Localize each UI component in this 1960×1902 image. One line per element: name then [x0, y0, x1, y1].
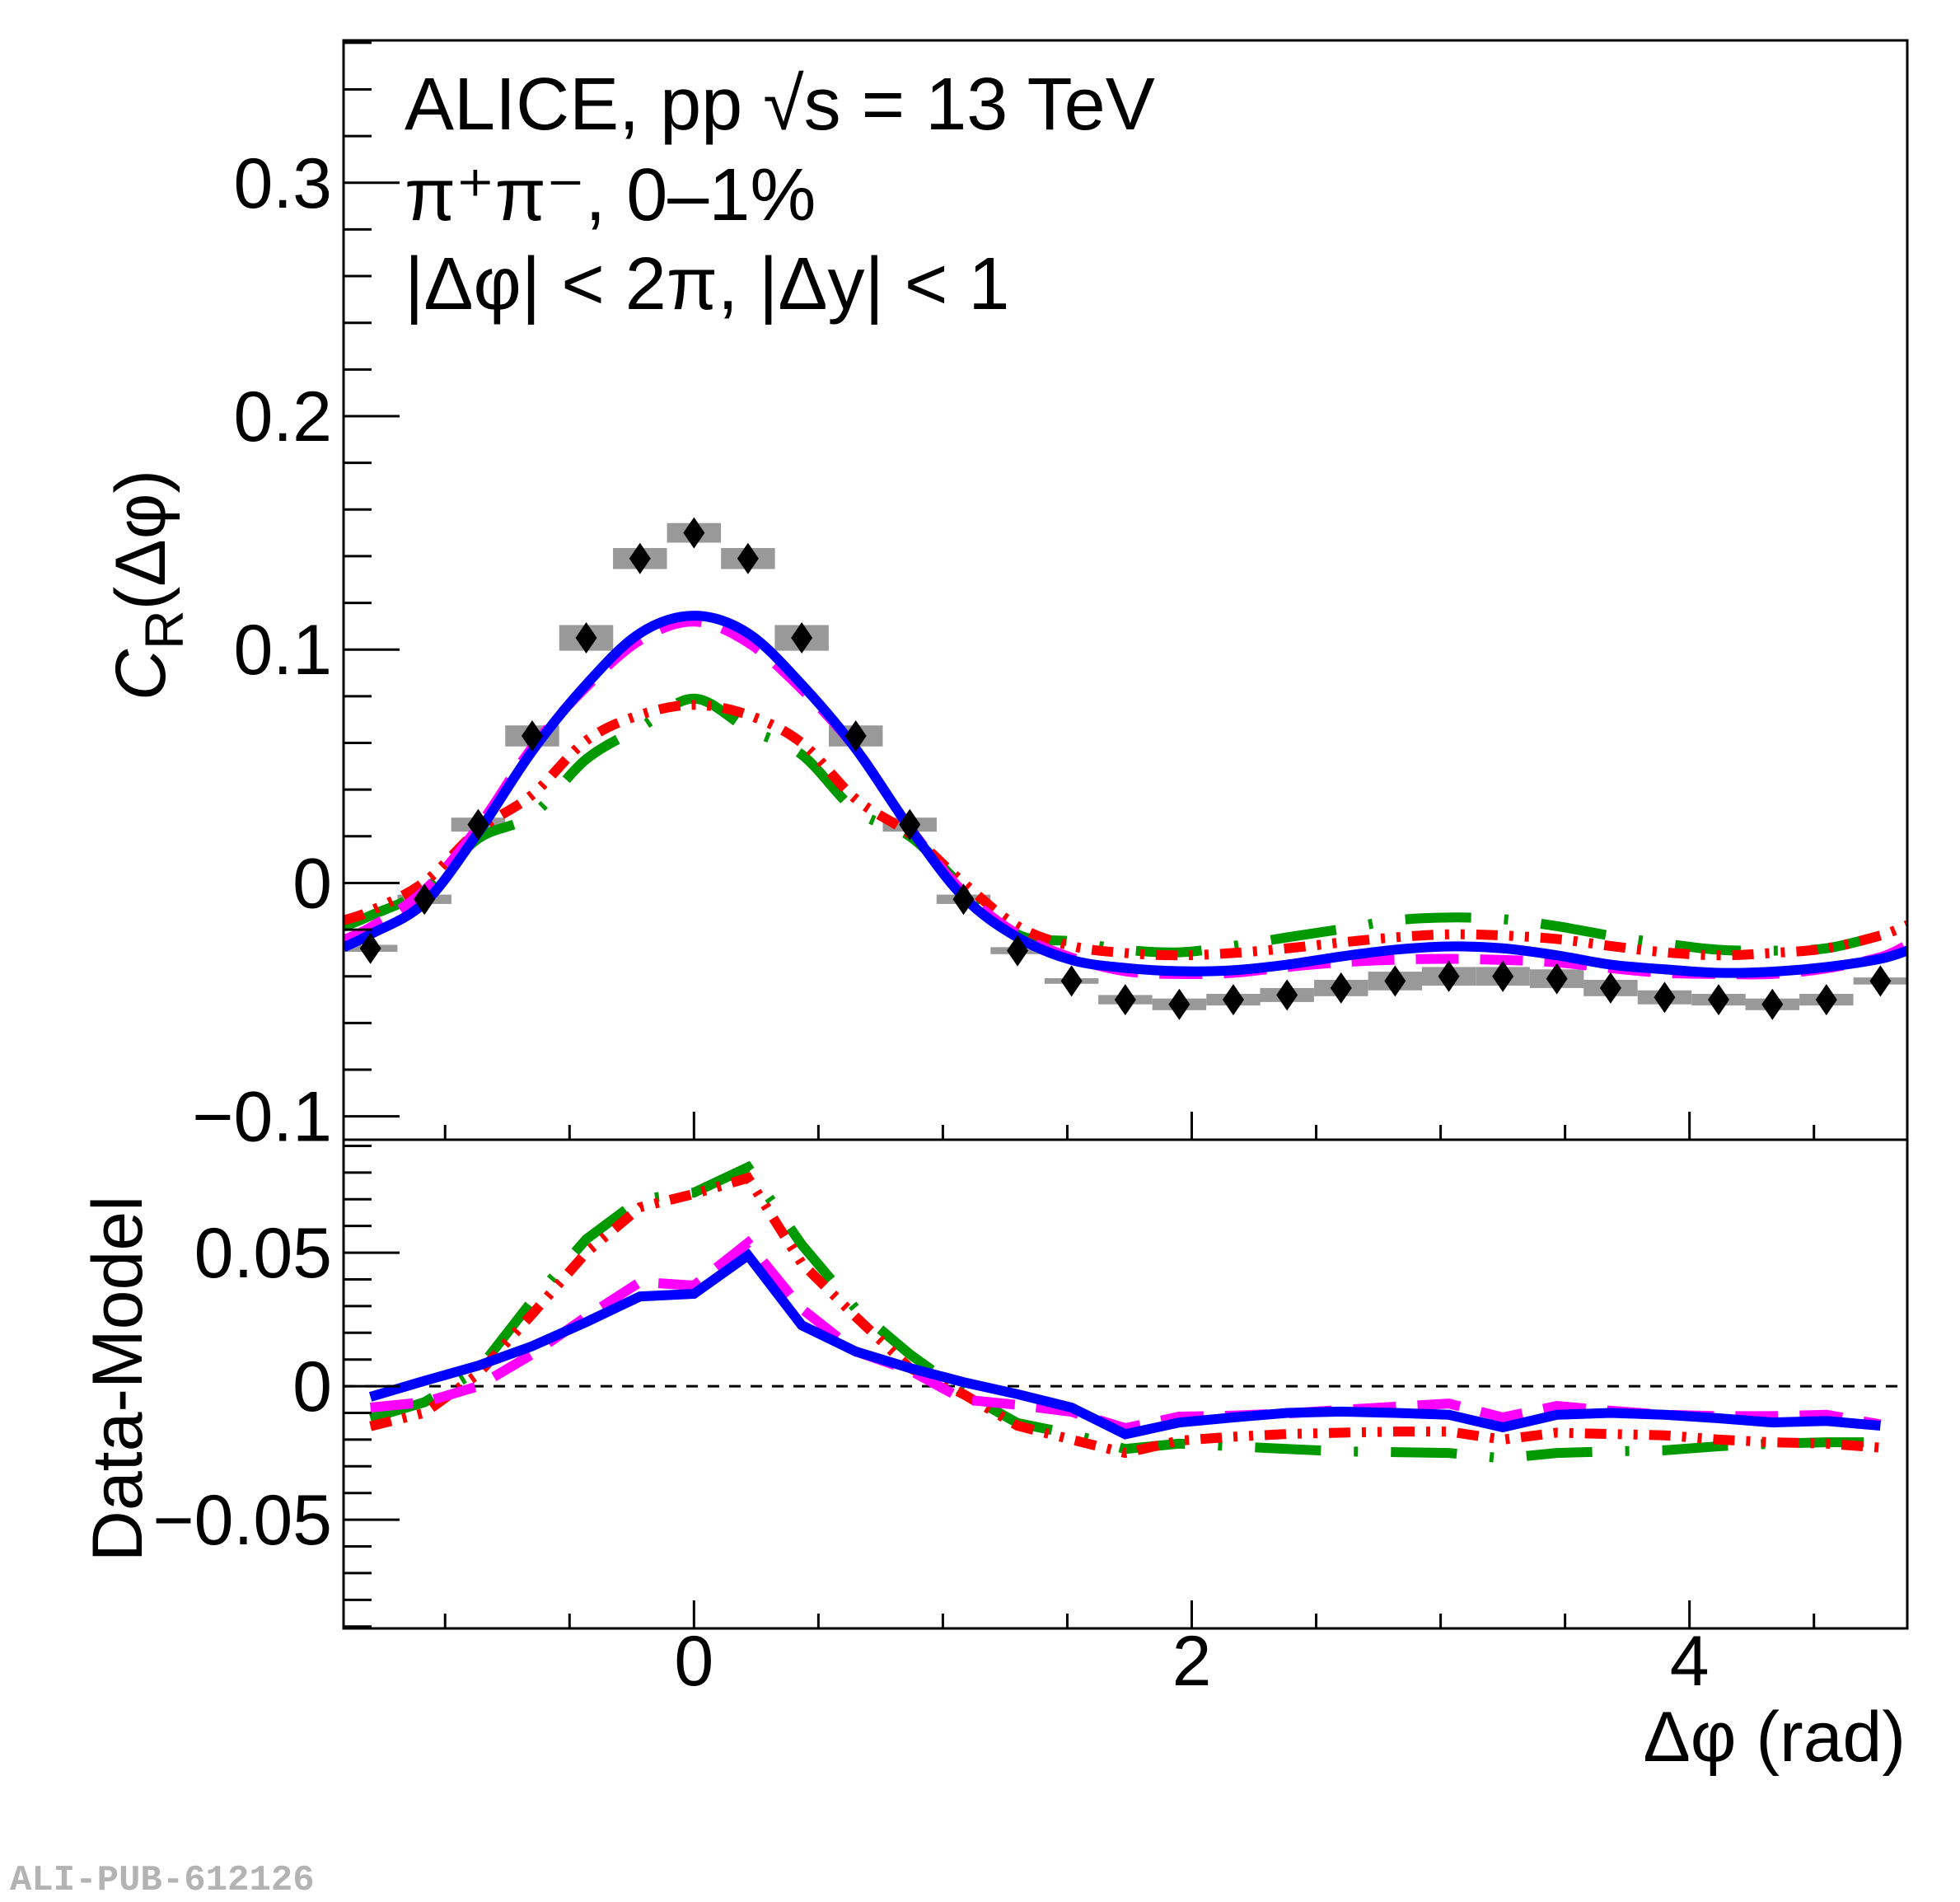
lower-y-axis-title: Data-Model: [78, 1196, 157, 1562]
x-tick-label: 0: [674, 1622, 713, 1701]
data-point-diamond: [359, 932, 381, 964]
y-tick-label: 0.2: [233, 377, 332, 457]
y-tick-label: 0: [292, 1347, 332, 1426]
lower-plot-frame: [342, 1138, 1909, 1630]
data-point-diamond: [1869, 965, 1892, 997]
data-point-diamond: [1654, 981, 1676, 1014]
data-point-diamond: [952, 883, 975, 916]
annotation-collision-system: ALICE, pp √s = 13 TeV: [405, 63, 1155, 146]
data-point-diamond: [1007, 935, 1029, 967]
data-point-diamond: [1276, 979, 1298, 1011]
y-title-argument: (Δφ): [101, 470, 180, 611]
data-point-diamond: [521, 720, 543, 752]
y-tick-label: 0.1: [233, 611, 332, 690]
upper-y-axis-title: CR(Δφ): [101, 470, 194, 700]
data-point-diamond: [844, 720, 867, 752]
upper-y-axis-ticks: −0.1 0 0.1 0.2 0.3: [192, 41, 400, 1157]
data-point-diamond: [791, 622, 813, 654]
y-tick-label: 0.05: [194, 1214, 332, 1293]
svg-text:CR(Δφ): CR(Δφ): [101, 470, 194, 700]
x-tick-label: 4: [1670, 1622, 1710, 1701]
data-point-diamond: [1330, 972, 1352, 1004]
data-point-diamond: [1168, 988, 1191, 1020]
data-point-diamond: [899, 808, 921, 841]
data-point-diamond: [1384, 965, 1406, 997]
data-points: [359, 517, 1892, 1020]
data-point-diamond: [1438, 960, 1460, 992]
data-point-diamond: [1708, 984, 1730, 1016]
y-tick-label: 0: [292, 844, 332, 923]
data-point-diamond: [629, 542, 651, 574]
publication-id-watermark: ALI-PUB-612126: [10, 1860, 315, 1901]
model-red-dashdot-curve: [344, 700, 1907, 961]
data-point-diamond: [737, 542, 759, 574]
difference-curves: [368, 1160, 1882, 1464]
y-title-main: C: [101, 649, 180, 700]
annotation-particle-pair: π⁺π⁻, 0–1%: [405, 154, 816, 237]
lower-panel: −0.05 0 0.05 0 2 4 Data-Model Δφ (rad): [78, 1138, 1909, 1777]
upper-x-axis-ticks: [443, 1112, 1816, 1140]
y-tick-label: −0.05: [152, 1481, 332, 1560]
data-point-diamond: [1761, 988, 1784, 1020]
data-point-diamond: [467, 808, 489, 841]
data-point-diamond: [1546, 963, 1568, 995]
model-red-dashdot-difference: [369, 1172, 1881, 1459]
model-blue-solid-curve: [344, 611, 1907, 978]
model-green-longdashdot-curve: [344, 693, 1907, 958]
annotation-kinematic-cuts: |Δφ| < 2π, |Δy| < 1: [405, 243, 1009, 326]
lower-x-axis-ticks: 0 2 4: [443, 1600, 1816, 1701]
lower-y-axis-ticks: −0.05 0 0.05: [152, 1144, 400, 1628]
data-point-diamond: [1815, 984, 1837, 1016]
y-tick-label: −0.1: [192, 1078, 332, 1157]
model-curves: [344, 611, 1907, 980]
data-point-diamond: [575, 622, 597, 654]
upper-panel: −0.1 0 0.1 0.2 0.3 ALICE, pp √s = 13 TeV π⁺π…: [101, 39, 1909, 1157]
model-blue-solid-difference: [368, 1248, 1881, 1440]
data-point-diamond: [1114, 984, 1136, 1016]
y-tick-label: 0.3: [233, 144, 332, 223]
data-point-diamond: [1492, 960, 1514, 992]
data-point-diamond: [1599, 972, 1621, 1004]
data-point-diamond: [414, 883, 436, 916]
y-title-subscript: R: [133, 610, 194, 649]
data-point-diamond: [683, 517, 705, 549]
x-tick-label: 2: [1172, 1622, 1212, 1701]
data-point-diamond: [1060, 965, 1083, 997]
data-point-diamond: [1222, 984, 1244, 1016]
x-axis-title: Δφ (rad): [1643, 1698, 1906, 1777]
